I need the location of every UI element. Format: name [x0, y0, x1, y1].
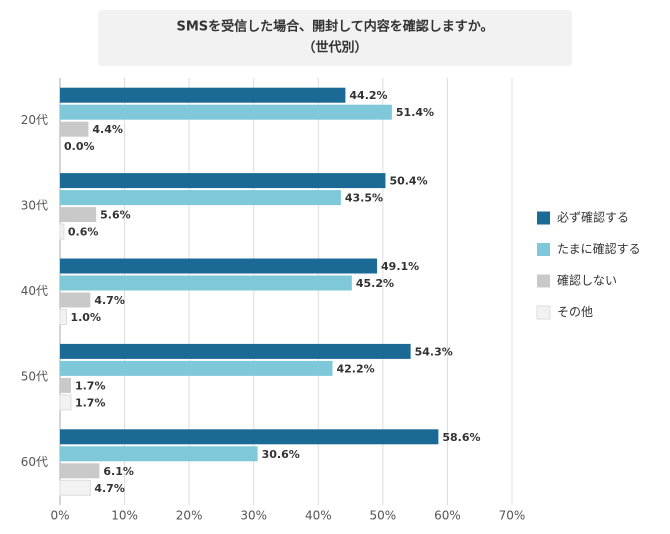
bar: [60, 360, 333, 376]
bar: [60, 190, 341, 206]
bar: [60, 292, 91, 308]
y-tick-label: 30代: [21, 199, 48, 213]
value-label: 44.2%: [349, 89, 387, 102]
x-tick-label: 60%: [434, 509, 461, 523]
bar: [60, 343, 411, 359]
x-tick-label: 70%: [499, 509, 526, 523]
bar: [60, 463, 100, 479]
bar: [60, 207, 97, 223]
bar: [60, 275, 352, 291]
x-tick-label: 50%: [370, 509, 397, 523]
legend-swatch: [537, 274, 550, 288]
value-label: 45.2%: [356, 277, 394, 290]
value-label: 58.6%: [442, 431, 480, 444]
y-tick-label: 20代: [21, 113, 48, 127]
legend-swatch: [537, 211, 550, 225]
bar: [59, 223, 65, 240]
y-tick-label: 40代: [21, 284, 48, 298]
bar: [60, 87, 346, 103]
bar: [60, 173, 386, 189]
legend-label: たまに確認する: [557, 241, 641, 256]
value-label: 50.4%: [389, 175, 427, 188]
x-tick-label: 10%: [111, 509, 138, 523]
value-label: 4.7%: [94, 294, 125, 307]
bar: [60, 121, 89, 137]
bar: [60, 429, 439, 445]
bar: [60, 258, 378, 274]
x-tick-label: 30%: [240, 509, 267, 523]
value-label: 49.1%: [381, 260, 419, 273]
x-tick-label: 40%: [305, 509, 332, 523]
value-label: 30.6%: [262, 448, 300, 461]
title-box: [98, 10, 572, 66]
x-tick-label: 20%: [176, 509, 203, 523]
value-label: 1.7%: [75, 396, 106, 409]
value-label: 42.2%: [336, 362, 374, 375]
bar: [60, 377, 71, 393]
value-label: 0.0%: [64, 140, 95, 153]
value-label: 1.0%: [70, 311, 101, 324]
value-label: 5.6%: [100, 209, 131, 222]
x-tick-label: 0%: [50, 509, 69, 523]
bar: [59, 479, 91, 496]
legend-swatch: [537, 243, 550, 256]
legend-label: 必ず確認する: [557, 210, 629, 225]
legend-swatch: [536, 305, 551, 320]
bar: [59, 394, 72, 411]
value-label: 6.1%: [103, 465, 134, 478]
value-label: 4.4%: [92, 123, 123, 136]
value-label: 1.7%: [75, 379, 106, 392]
chart-title: SMSを受信した場合、開封して内容を確認しますか。: [176, 19, 493, 35]
value-label: 0.6%: [68, 226, 99, 239]
y-tick-label: 50代: [21, 369, 48, 383]
bar: [60, 446, 258, 462]
y-tick-label: 60代: [21, 455, 48, 469]
bar: [60, 104, 392, 120]
value-label: 4.7%: [94, 482, 125, 495]
value-label: 51.4%: [396, 106, 434, 119]
value-label: 54.3%: [415, 345, 453, 358]
legend-label: その他: [557, 305, 593, 319]
bar: [59, 309, 67, 325]
chart-subtitle: （世代別）: [302, 40, 367, 56]
value-label: 43.5%: [345, 192, 383, 205]
legend-label: 確認しない: [557, 273, 617, 288]
